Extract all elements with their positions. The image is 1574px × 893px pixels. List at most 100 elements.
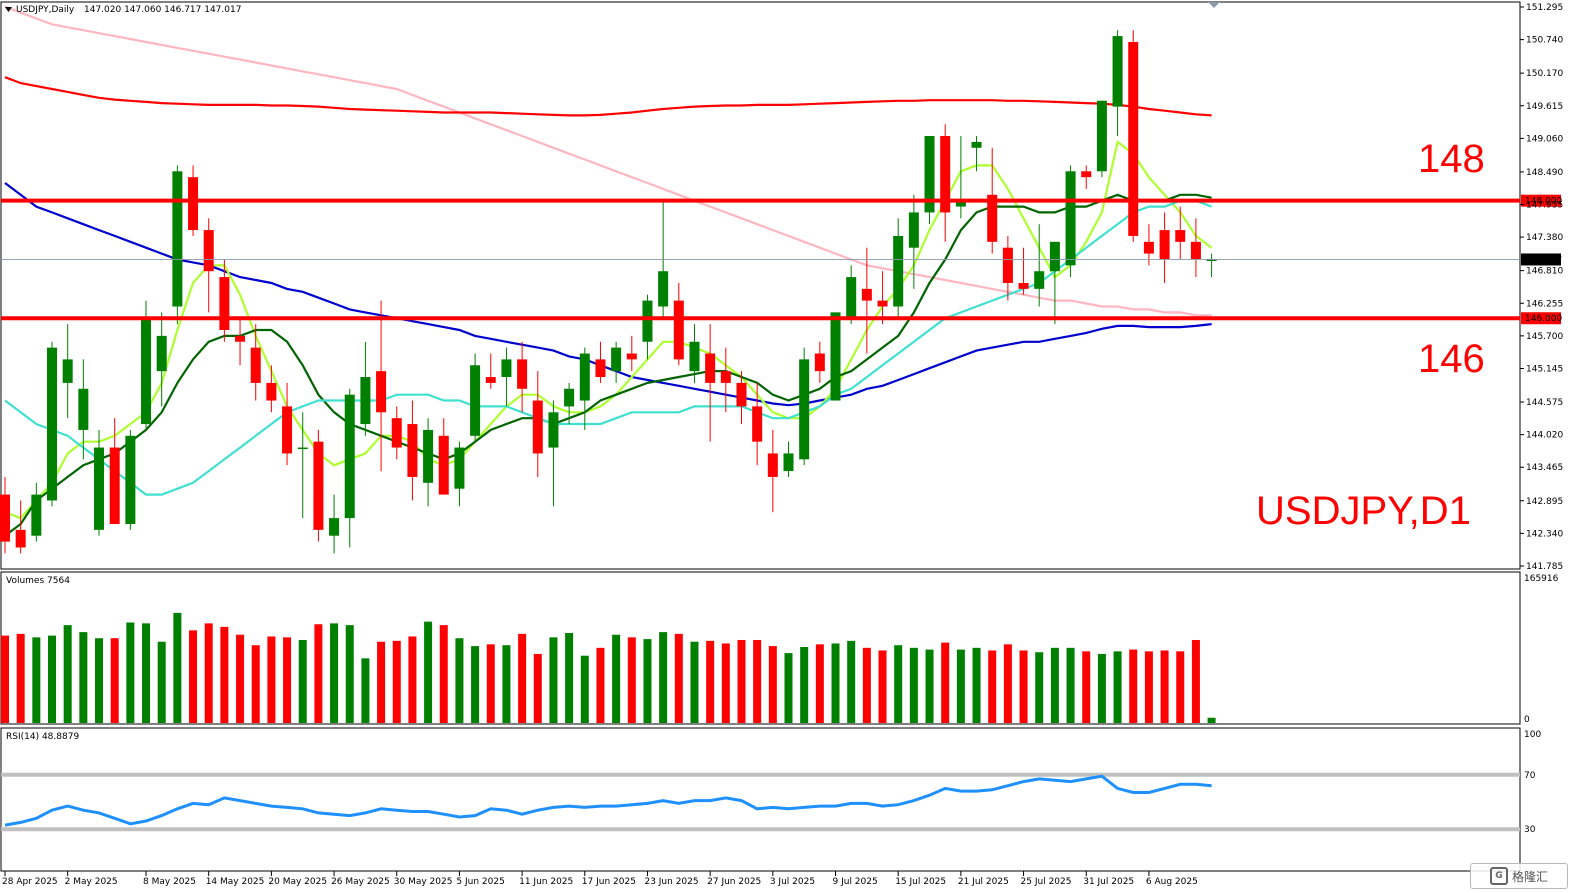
rsi-tick-label: 100 (1524, 730, 1541, 740)
volume-bar (1, 635, 9, 723)
volume-bar (612, 634, 621, 723)
candle-body (1049, 241, 1060, 272)
volume-bar (1207, 717, 1216, 723)
volume-bar (1003, 644, 1012, 723)
date-tick-label: 2 May 2025 (65, 877, 118, 887)
volume-bar (95, 638, 104, 723)
candle-body (329, 518, 340, 536)
price-tick-label: 150.740 (1526, 36, 1563, 46)
volume-bar (737, 639, 746, 723)
horizontal-levels[interactable]: 148.000 146.000 147.017 (1, 194, 1562, 325)
volume-bar (502, 645, 511, 723)
candle-body (1190, 241, 1201, 260)
candle-body (658, 271, 669, 307)
volume-bar (909, 647, 918, 723)
candle-body (642, 300, 653, 342)
current-price-tag-box (1521, 253, 1561, 266)
shift-marker-icon[interactable] (1208, 2, 1220, 8)
volume-bar (721, 643, 730, 723)
volume-bar (925, 649, 934, 723)
price-tick-label: 146.255 (1526, 299, 1563, 309)
moving-average-line-6 (4, 199, 1212, 496)
candle-body (109, 447, 120, 524)
candle-body (1034, 271, 1045, 289)
candle-body (297, 447, 308, 450)
volume-bar (1191, 639, 1200, 723)
candle-body (1128, 41, 1139, 236)
volume-bar (173, 612, 182, 723)
candle-body (767, 453, 778, 477)
candle-body (705, 353, 716, 383)
candle-body (344, 394, 355, 519)
date-tick-label: 30 May 2025 (394, 877, 453, 887)
volume-bar (157, 641, 166, 723)
moving-average-line-5 (4, 193, 1212, 537)
candle-body (94, 447, 105, 530)
candle-body (893, 235, 904, 307)
volume-bar (283, 637, 292, 723)
price-tick-label: 141.785 (1526, 562, 1563, 572)
rsi-label: RSI(14) 48.8879 (6, 732, 79, 742)
symbol-label: USDJPY,Daily (16, 5, 75, 15)
volume-bar (48, 635, 57, 723)
candle-body (376, 371, 387, 413)
volume-tick-label: 0 (1524, 715, 1530, 725)
volume-bar (126, 622, 135, 723)
volume-bar (1129, 649, 1138, 723)
candle-body (407, 424, 418, 477)
price-tick-label: 143.465 (1526, 463, 1563, 473)
price-axis: 151.295 150.740 150.170 149.615 149.060 148.4… (1520, 3, 1563, 835)
candle-body (877, 300, 888, 307)
volume-bar (63, 625, 72, 723)
price-tick-label: 142.340 (1526, 529, 1563, 539)
candle-body (532, 400, 543, 454)
volume-bar (847, 640, 856, 723)
level-146-tag-box (1521, 312, 1561, 325)
volume-bar (690, 641, 699, 723)
volume-bar (142, 623, 151, 723)
chart-title-annotation: USDJPY,D1 (1256, 489, 1471, 533)
volume-bar (565, 632, 574, 723)
volume-bar (455, 638, 464, 723)
volume-bar (220, 626, 229, 723)
candle-body (830, 312, 841, 401)
rsi-tick-label: 70 (1524, 771, 1536, 781)
candle-body (908, 212, 919, 248)
volume-bar (706, 640, 715, 723)
triangle-down-icon[interactable] (5, 7, 12, 12)
volume-bar (1082, 651, 1091, 723)
date-tick-label: 25 Jul 2025 (1021, 877, 1072, 887)
date-tick-label: 20 May 2025 (268, 877, 327, 887)
candle-body (0, 494, 10, 542)
volume-bar (1176, 651, 1185, 723)
rsi-pane-frame (0, 727, 1521, 872)
volume-bar (894, 645, 903, 723)
volume-bar (408, 636, 417, 723)
candle-body (47, 347, 58, 501)
candle-body (313, 441, 324, 530)
current-price-tag-text: 147.017 (1525, 255, 1562, 265)
date-tick-label: 3 Jul 2025 (770, 877, 815, 887)
candle-body (1175, 230, 1186, 242)
volume-bar (988, 650, 997, 723)
date-tick-label: 8 May 2025 (143, 877, 196, 887)
candle-body (266, 382, 277, 401)
rsi-tick-label: 30 (1524, 825, 1536, 835)
volume-bar (627, 637, 636, 723)
date-tick-label: 23 Jun 2025 (644, 877, 698, 887)
volume-bar (831, 643, 840, 723)
volume-bar (204, 623, 213, 723)
price-pane-frame (0, 1, 1521, 570)
date-tick-label: 17 Jun 2025 (582, 877, 636, 887)
volume-bar (659, 632, 668, 723)
price-tick-label: 146.810 (1526, 267, 1563, 277)
volume-bar (972, 647, 981, 723)
candle-body (611, 347, 622, 372)
volume-bar (815, 644, 824, 723)
volume-bar (1035, 652, 1044, 723)
candle-body (501, 359, 512, 378)
watermark-logo-icon: G (1489, 867, 1508, 885)
candle-body (548, 412, 559, 448)
price-tick-label: 142.895 (1526, 497, 1563, 507)
